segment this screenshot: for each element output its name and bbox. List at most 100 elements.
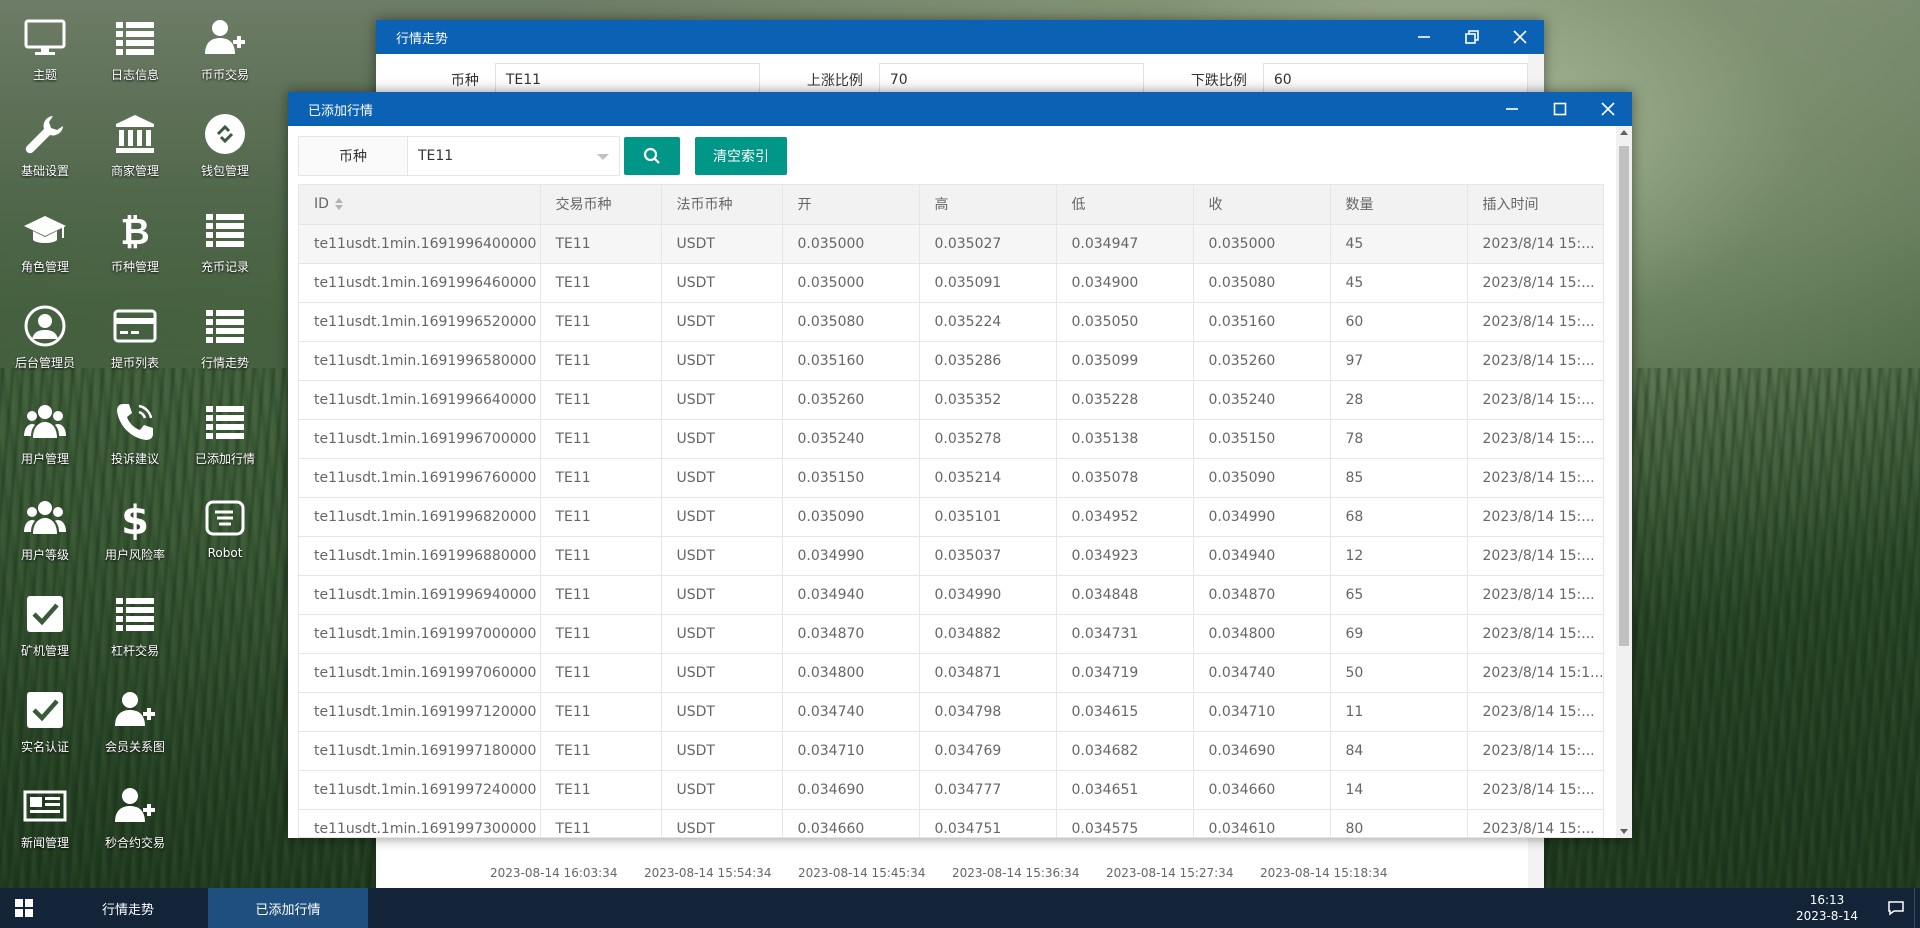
- show-desktop-button[interactable]: [1914, 888, 1920, 928]
- desktop-icon[interactable]: 后台管理员: [0, 302, 90, 398]
- quotes-window-titlebar[interactable]: 行情走势: [376, 20, 1544, 54]
- column-header-label: 数量: [1345, 197, 1374, 214]
- desktop-icon[interactable]: 币币交易: [180, 14, 270, 110]
- table-cell: USDT: [661, 380, 783, 420]
- desktop-icon[interactable]: 钱包管理: [180, 110, 270, 206]
- table-cell: 0.035080: [782, 302, 920, 342]
- desktop-icon-label: 钱包管理: [200, 164, 249, 178]
- desktop-icon[interactable]: 行情走势: [180, 302, 270, 398]
- desktop-icon[interactable]: 提币列表: [90, 302, 180, 398]
- desktop-icon[interactable]: 新闻管理: [0, 782, 90, 878]
- vertical-scrollbar[interactable]: [1616, 126, 1632, 838]
- desktop-icon[interactable]: 充币记录: [180, 206, 270, 302]
- table-row[interactable]: te11usdt.1min.1691996940000 TE11 USDT 0.034…: [299, 575, 1603, 615]
- desktop-icon[interactable]: 会员关系图: [90, 686, 180, 782]
- close-icon[interactable]: [1496, 20, 1544, 54]
- column-header-label: 开: [797, 197, 812, 214]
- added-quotes-window[interactable]: 已添加行情 币种 TE11 清空索引 ID 交易币种 法币币种 开 高: [288, 92, 1632, 838]
- desktop-icon[interactable]: 商家管理: [90, 110, 180, 206]
- desktop-icon[interactable]: 基础设置: [0, 110, 90, 206]
- table-row[interactable]: te11usdt.1min.1691996400000 TE11 USDT 0.035…: [299, 224, 1603, 264]
- system-clock[interactable]: 16:13 2023-8-14: [1792, 892, 1862, 924]
- table-row[interactable]: te11usdt.1min.1691997060000 TE11 USDT 0.034…: [299, 653, 1603, 693]
- clock-date: 2023-8-14: [1795, 909, 1859, 923]
- table-row[interactable]: te11usdt.1min.1691996520000 TE11 USDT 0.035…: [299, 302, 1603, 342]
- table-cell: 0.034871: [919, 653, 1057, 693]
- table-cell: 2023/8/14 15:...: [1467, 341, 1603, 381]
- table-cell: 0.034990: [919, 575, 1057, 615]
- table-cell: 0.035000: [782, 224, 920, 264]
- desktop-icon[interactable]: 投诉建议: [90, 398, 180, 494]
- maximize-icon[interactable]: [1536, 92, 1584, 126]
- desktop-icon[interactable]: 主题: [0, 14, 90, 110]
- scroll-down-icon[interactable]: [1620, 829, 1628, 834]
- desktop-icon[interactable]: 矿机管理: [0, 590, 90, 686]
- table-cell: TE11: [540, 731, 662, 771]
- desktop-icon[interactable]: 用户等级: [0, 494, 90, 590]
- notification-button[interactable]: [1878, 888, 1914, 928]
- table-row[interactable]: te11usdt.1min.1691996820000 TE11 USDT 0.035…: [299, 497, 1603, 537]
- table-cell: TE11: [540, 770, 662, 810]
- column-header-label: 法币币种: [676, 197, 733, 214]
- desktop-icon[interactable]: ₿ 币种管理: [90, 206, 180, 302]
- table-cell: 45: [1330, 224, 1468, 264]
- taskbar-item-quotes[interactable]: 行情走势: [101, 902, 154, 918]
- table-cell: USDT: [661, 224, 783, 264]
- table-row[interactable]: te11usdt.1min.1691997240000 TE11 USDT 0.034…: [299, 770, 1603, 810]
- rise-ratio-label: 上涨比例: [806, 73, 863, 89]
- currency-select[interactable]: TE11: [408, 136, 620, 176]
- restore-icon[interactable]: [1448, 20, 1496, 54]
- dollar-icon: $: [111, 494, 159, 542]
- table-cell: te11usdt.1min.1691996400000: [299, 224, 541, 264]
- desktop-icon[interactable]: 日志信息: [90, 14, 180, 110]
- desktop-icon[interactable]: Robot: [180, 494, 270, 590]
- table-row[interactable]: te11usdt.1min.1691996460000 TE11 USDT 0.035…: [299, 263, 1603, 303]
- close-icon[interactable]: [1584, 92, 1632, 126]
- desktop-icon-label: 用户等级: [20, 548, 69, 562]
- list-icon: [111, 14, 159, 62]
- desktop-icon[interactable]: 已添加行情: [180, 398, 270, 494]
- table-cell: 0.034990: [1193, 497, 1331, 537]
- desktop-icon[interactable]: 角色管理: [0, 206, 90, 302]
- taskbar-item-added-quotes[interactable]: 已添加行情: [208, 888, 368, 928]
- scrollbar-thumb[interactable]: [1619, 146, 1629, 646]
- desktop-icon[interactable]: 杠杆交易: [90, 590, 180, 686]
- desktop-icon[interactable]: $ 用户风险率: [90, 494, 180, 590]
- table-cell: TE11: [540, 692, 662, 732]
- desktop-icon-label: 会员关系图: [104, 740, 165, 754]
- search-button[interactable]: [624, 137, 680, 175]
- desktop-icon-label: 用户风险率: [104, 548, 165, 562]
- table-row[interactable]: te11usdt.1min.1691996880000 TE11 USDT 0.034…: [299, 536, 1603, 576]
- table-cell: 0.035078: [1056, 458, 1194, 498]
- table-cell: te11usdt.1min.1691996700000: [299, 419, 541, 459]
- table-row[interactable]: te11usdt.1min.1691997120000 TE11 USDT 0.034…: [299, 692, 1603, 732]
- desktop-icon[interactable]: 秒合约交易: [90, 782, 180, 878]
- added-quotes-window-titlebar[interactable]: 已添加行情: [288, 92, 1632, 126]
- desktop-icon-label: 主题: [32, 68, 57, 82]
- table-row[interactable]: te11usdt.1min.1691997180000 TE11 USDT 0.034…: [299, 731, 1603, 771]
- table-cell: 2023/8/14 15:...: [1467, 302, 1603, 342]
- minimize-icon[interactable]: [1488, 92, 1536, 126]
- table-row[interactable]: te11usdt.1min.1691997300000 TE11 USDT 0.034…: [299, 809, 1603, 837]
- sort-icon[interactable]: [334, 198, 343, 211]
- table-row[interactable]: te11usdt.1min.1691996580000 TE11 USDT 0.035…: [299, 341, 1603, 381]
- minimize-icon[interactable]: [1400, 20, 1448, 54]
- table-row[interactable]: te11usdt.1min.1691997000000 TE11 USDT 0.034…: [299, 614, 1603, 654]
- clear-index-button[interactable]: 清空索引: [695, 137, 787, 175]
- table-row[interactable]: te11usdt.1min.1691996700000 TE11 USDT 0.035…: [299, 419, 1603, 459]
- table-row[interactable]: te11usdt.1min.1691996640000 TE11 USDT 0.035…: [299, 380, 1603, 420]
- desktop-icon[interactable]: 实名认证: [0, 686, 90, 782]
- axis-date-label: 2023-08-14 15:36:34: [952, 866, 1080, 880]
- table-row[interactable]: te11usdt.1min.1691996760000 TE11 USDT 0.035…: [299, 458, 1603, 498]
- quotes-table-container[interactable]: ID 交易币种 法币币种 开 高 低 收 数量 插入时间 te11usdt.1min.16919…: [298, 184, 1604, 838]
- table-cell: TE11: [540, 653, 662, 693]
- currency-search-label: 币种: [298, 136, 408, 176]
- column-header[interactable]: ID: [299, 185, 541, 225]
- user-circle-icon: [21, 302, 69, 350]
- desktop-icon[interactable]: 用户管理: [0, 398, 90, 494]
- user-plus-icon: [111, 686, 159, 734]
- scroll-up-icon[interactable]: [1620, 130, 1628, 135]
- table-header-row: ID 交易币种 法币币种 开 高 低 收 数量 插入时间: [299, 185, 1603, 225]
- table-cell: 0.035278: [919, 419, 1057, 459]
- start-button[interactable]: [0, 888, 48, 928]
